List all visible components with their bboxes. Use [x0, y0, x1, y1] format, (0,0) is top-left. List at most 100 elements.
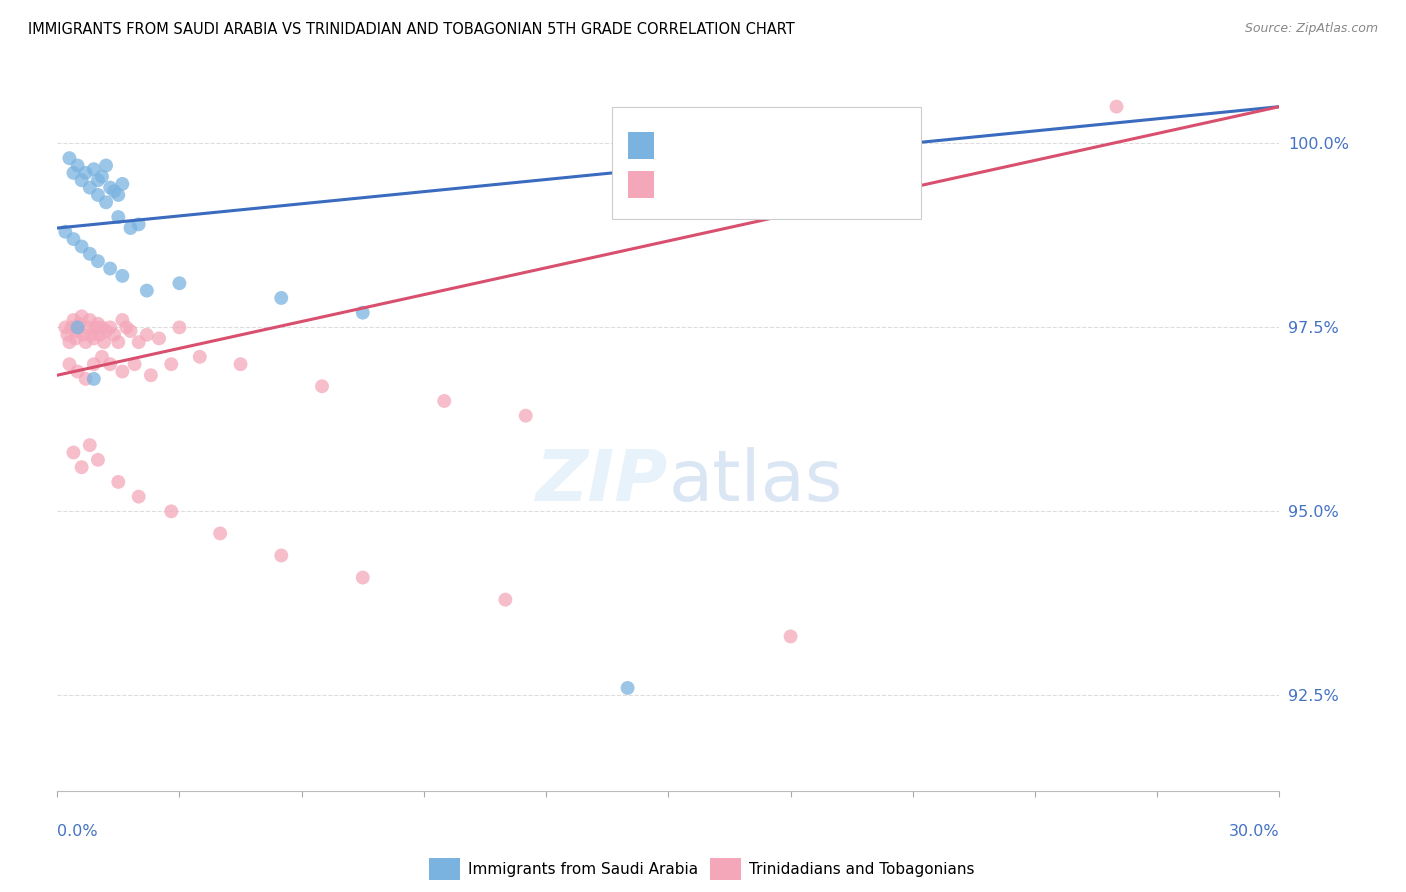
- Text: atlas: atlas: [668, 448, 842, 516]
- Point: [66, 324, 89, 338]
- Point: [79, 313, 101, 327]
- Point: [75, 166, 97, 180]
- Point: [160, 504, 183, 518]
- Point: [115, 320, 138, 334]
- Point: [91, 350, 114, 364]
- Point: [270, 291, 292, 305]
- Point: [352, 306, 374, 320]
- Point: [494, 592, 516, 607]
- Point: [94, 195, 117, 210]
- Point: [128, 490, 150, 504]
- Point: [148, 331, 170, 345]
- Point: [111, 177, 134, 191]
- Point: [107, 188, 129, 202]
- Text: Source: ZipAtlas.com: Source: ZipAtlas.com: [1244, 22, 1378, 36]
- Point: [98, 261, 121, 276]
- Point: [94, 324, 117, 338]
- Point: [76, 320, 98, 334]
- Point: [70, 460, 93, 475]
- Point: [70, 310, 93, 324]
- Point: [103, 184, 125, 198]
- Point: [70, 173, 93, 187]
- Point: [120, 221, 142, 235]
- Point: [66, 159, 89, 173]
- Point: [83, 357, 105, 371]
- Point: [83, 331, 105, 345]
- Text: IMMIGRANTS FROM SAUDI ARABIA VS TRINIDADIAN AND TOBAGONIAN 5TH GRADE CORRELATION: IMMIGRANTS FROM SAUDI ARABIA VS TRINIDAD…: [28, 22, 794, 37]
- Point: [66, 365, 89, 379]
- Point: [135, 284, 157, 298]
- Point: [124, 357, 146, 371]
- Point: [111, 313, 134, 327]
- Point: [91, 320, 114, 334]
- Point: [83, 372, 105, 386]
- Point: [311, 379, 333, 393]
- Point: [53, 225, 76, 239]
- Point: [65, 331, 87, 345]
- Text: Trinidadians and Tobagonians: Trinidadians and Tobagonians: [749, 863, 974, 877]
- Point: [128, 218, 150, 232]
- Text: 30.0%: 30.0%: [1229, 824, 1279, 839]
- Text: R = 0.277   N = 33: R = 0.277 N = 33: [664, 138, 808, 153]
- Point: [79, 438, 101, 452]
- Point: [169, 277, 191, 291]
- Point: [87, 188, 110, 202]
- Point: [160, 357, 183, 371]
- Point: [87, 254, 110, 268]
- Point: [1105, 100, 1128, 114]
- Point: [80, 327, 103, 342]
- Point: [79, 247, 101, 261]
- Point: [60, 320, 83, 334]
- Point: [270, 549, 292, 563]
- Point: [616, 681, 638, 695]
- Point: [93, 335, 115, 350]
- Point: [84, 320, 107, 334]
- Point: [75, 335, 97, 350]
- Point: [58, 335, 80, 350]
- Point: [56, 327, 79, 342]
- Point: [87, 173, 110, 187]
- Point: [188, 350, 211, 364]
- Point: [433, 394, 456, 409]
- Point: [94, 159, 117, 173]
- Point: [779, 629, 801, 643]
- Point: [135, 327, 157, 342]
- Point: [62, 166, 84, 180]
- Point: [89, 327, 111, 342]
- Text: R = 0.394   N = 59: R = 0.394 N = 59: [664, 178, 808, 192]
- Point: [111, 268, 134, 283]
- Point: [83, 162, 105, 177]
- Point: [91, 169, 114, 184]
- Point: [87, 317, 110, 331]
- Point: [103, 327, 125, 342]
- Point: [98, 357, 121, 371]
- Point: [69, 317, 91, 331]
- Text: 0.0%: 0.0%: [58, 824, 98, 839]
- Point: [70, 239, 93, 253]
- Point: [98, 320, 121, 334]
- Text: Immigrants from Saudi Arabia: Immigrants from Saudi Arabia: [468, 863, 699, 877]
- Point: [107, 475, 129, 489]
- Point: [107, 210, 129, 224]
- Point: [209, 526, 232, 541]
- Point: [169, 320, 191, 334]
- Point: [229, 357, 252, 371]
- Point: [87, 453, 110, 467]
- Point: [75, 372, 97, 386]
- Point: [352, 570, 374, 584]
- Point: [111, 365, 134, 379]
- Point: [62, 232, 84, 246]
- Point: [128, 335, 150, 350]
- Point: [515, 409, 537, 423]
- Point: [58, 357, 80, 371]
- Point: [62, 445, 84, 459]
- Point: [73, 327, 96, 342]
- Point: [58, 151, 80, 165]
- Point: [62, 313, 84, 327]
- Point: [120, 324, 142, 338]
- Point: [53, 320, 76, 334]
- Point: [66, 320, 89, 334]
- Point: [79, 180, 101, 194]
- Point: [139, 368, 162, 383]
- Text: ZIP: ZIP: [536, 448, 668, 516]
